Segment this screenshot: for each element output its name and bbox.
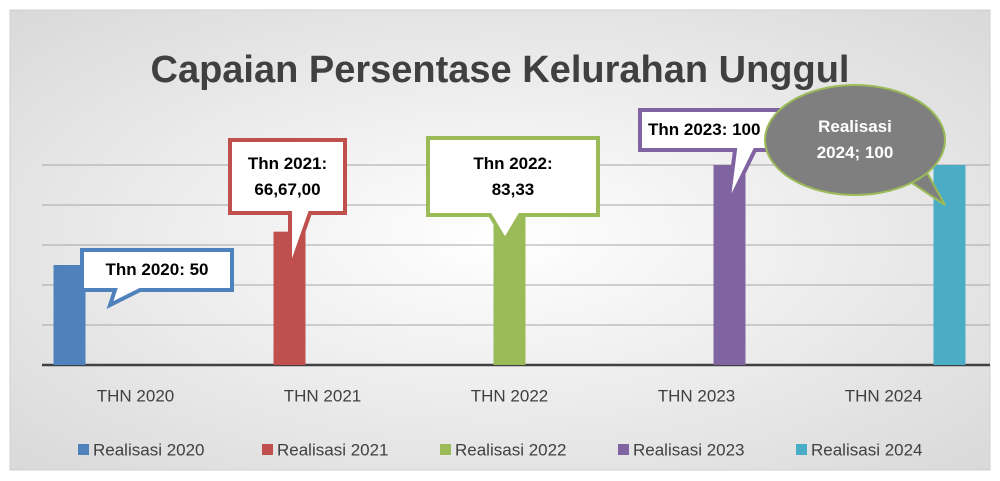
legend-label: Realisasi 2020 — [93, 440, 205, 459]
x-tick-label: THN 2020 — [97, 386, 174, 405]
x-tick-label: THN 2021 — [284, 386, 361, 405]
legend-label: Realisasi 2022 — [455, 440, 567, 459]
data-label: Thn 2021: 66,67,00 — [247, 153, 328, 199]
data-label: Realisasi 2024; 100 — [816, 117, 894, 162]
data-label: Thn 2022: 83,33 — [473, 153, 553, 199]
chart-title: Capaian Persentase Kelurahan Unggul — [151, 49, 850, 91]
legend-swatch — [440, 444, 451, 455]
legend-label: Realisasi 2024 — [811, 440, 923, 459]
x-tick-label: THN 2022 — [471, 386, 548, 405]
callout — [80, 248, 234, 309]
callout — [426, 136, 600, 244]
legend-label: Realisasi 2023 — [633, 440, 745, 459]
legend-swatch — [262, 444, 273, 455]
legend-swatch — [618, 444, 629, 455]
legend-label: Realisasi 2021 — [277, 440, 389, 459]
callout — [228, 138, 347, 271]
data-label: Thn 2020: 50 — [105, 260, 209, 279]
x-tick-label: THN 2023 — [658, 386, 735, 405]
data-label: Thn 2023: 100 — [648, 120, 761, 139]
legend-swatch — [796, 444, 807, 455]
legend-swatch — [78, 444, 89, 455]
x-tick-label: THN 2024 — [845, 386, 922, 405]
callout — [764, 84, 946, 196]
